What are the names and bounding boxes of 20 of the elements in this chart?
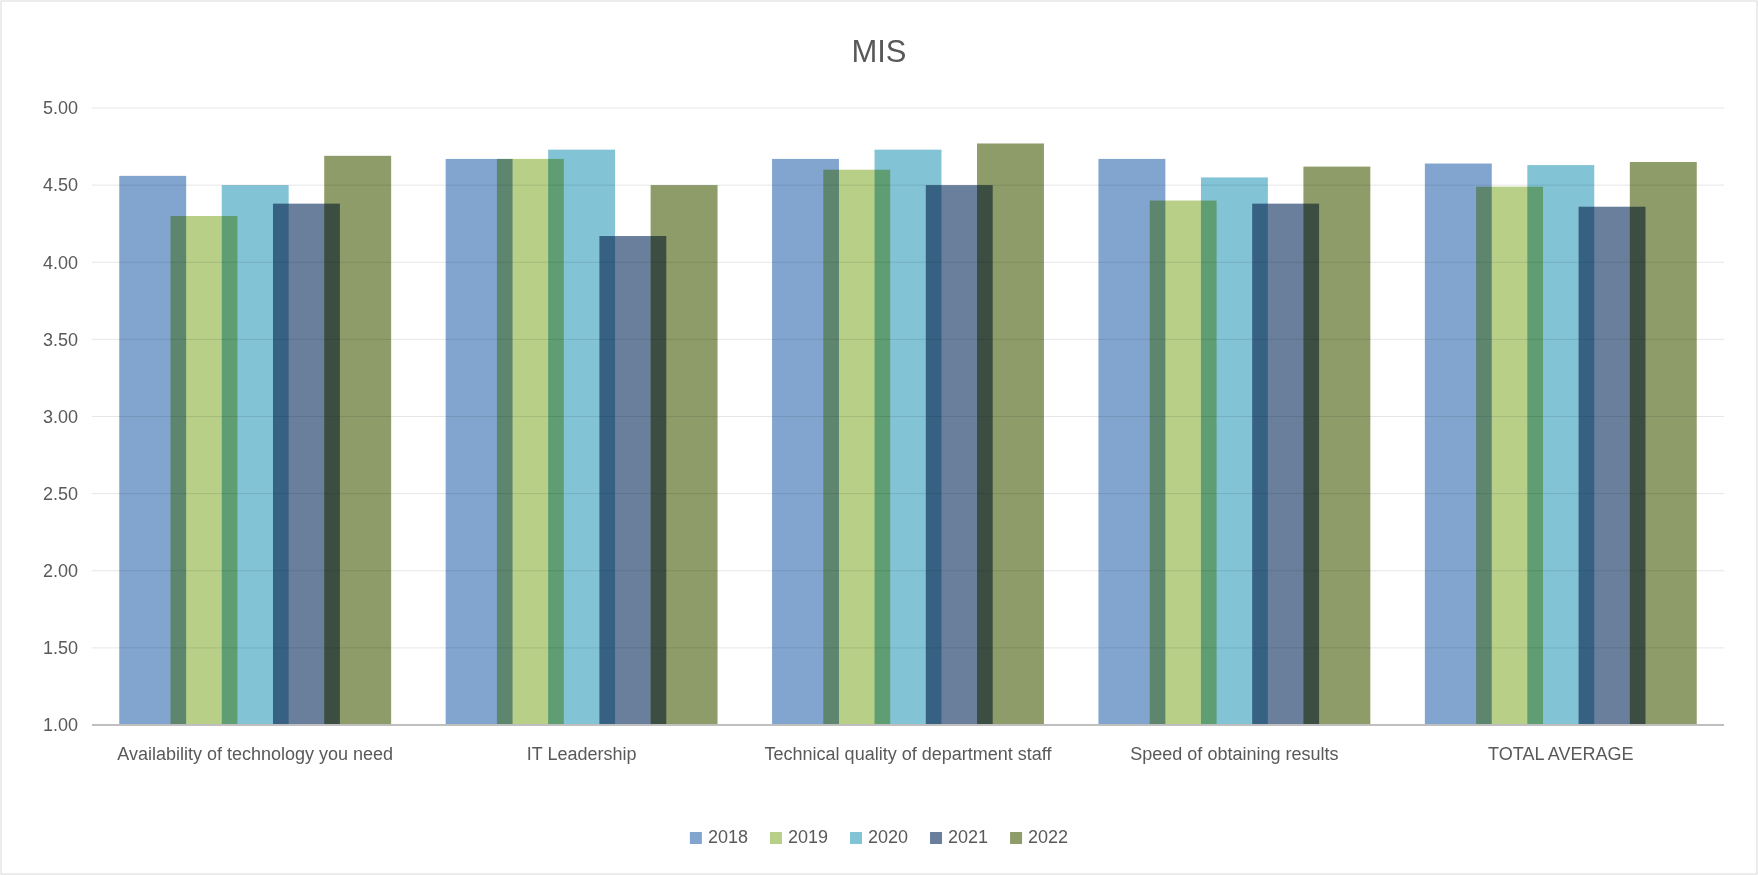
y-tick-label: 1.50: [42, 638, 78, 659]
chart-title: MIS: [851, 34, 907, 69]
x-tick-label: TOTAL AVERAGE: [1488, 744, 1634, 764]
legend-label: 2019: [787, 827, 828, 847]
y-tick-label: 3.00: [42, 406, 78, 427]
y-tick-label: 1.00: [42, 715, 78, 736]
x-tick-label: IT Leadership: [526, 744, 637, 764]
y-tick-label: 3.50: [42, 329, 78, 350]
y-tick-label: 5.00: [42, 98, 78, 119]
x-tick-label: Availability of technology you need: [117, 744, 394, 764]
legend-label: 2022: [1028, 827, 1069, 847]
x-tick-label: Technical quality of department staff: [764, 744, 1053, 764]
y-tick-label: 4.00: [42, 252, 78, 273]
legend-label: 2018: [707, 827, 748, 847]
y-tick-label: 2.50: [42, 483, 78, 504]
legend-label: 2021: [948, 827, 989, 847]
y-tick-label: 2.00: [42, 561, 78, 582]
x-tick-label: Speed of obtaining results: [1130, 744, 1339, 764]
legend-label: 2020: [867, 827, 909, 847]
y-tick-label: 4.50: [42, 175, 78, 196]
